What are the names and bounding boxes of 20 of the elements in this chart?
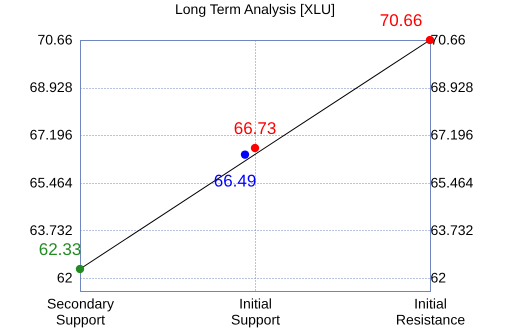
- y-tick-label: 65.464: [30, 174, 73, 190]
- point: [250, 144, 260, 152]
- y-tick-label: 70.66: [37, 32, 73, 48]
- y-tick-label: 63.732: [30, 222, 73, 238]
- y2-tick-label: 62: [430, 270, 446, 286]
- x-tick-label: Secondary Support: [47, 296, 114, 328]
- x-tick-label: Initial Resistance: [396, 296, 466, 328]
- y-tick-label: 62: [56, 270, 73, 286]
- data-label: 66.73: [234, 119, 276, 138]
- y-tick-label: 68.928: [30, 79, 73, 96]
- y2-tick-label: 67.196: [430, 126, 474, 143]
- chart-title: Long Term Analysis [XLU]: [174, 1, 336, 17]
- point: [76, 264, 84, 274]
- y-tick-label: 67.196: [30, 126, 73, 143]
- data-label: 70.66: [380, 11, 422, 30]
- y2-tick-label: 68.928: [430, 79, 474, 96]
- data-label: 66.49: [214, 172, 256, 191]
- x-tick-label: Initial Support: [230, 296, 280, 328]
- y2-tick-label: 65.464: [430, 174, 474, 190]
- y2-tick-label: 63.732: [430, 222, 474, 238]
